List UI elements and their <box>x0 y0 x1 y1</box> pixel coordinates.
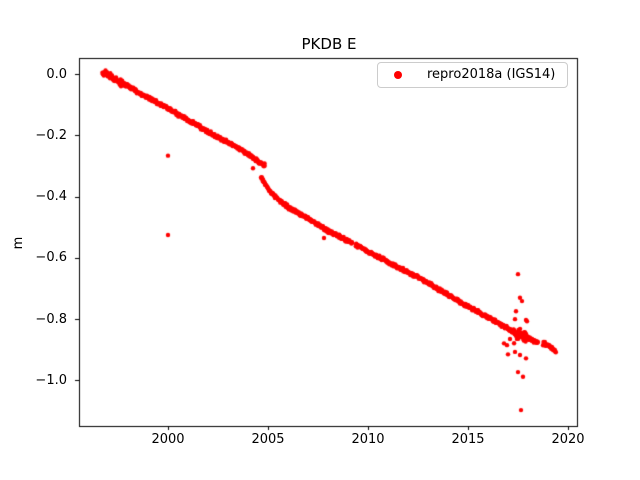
x-tick-label: 2010 <box>351 432 385 447</box>
chart-title: PKDB E <box>301 35 357 53</box>
y-tick-label: 0.0 <box>46 66 67 82</box>
x-tick-label: 2000 <box>151 432 185 447</box>
legend-marker-dot <box>394 71 402 79</box>
legend: repro2018a (IGS14) <box>377 62 568 88</box>
y-tick-label: −1.0 <box>35 372 67 388</box>
x-tick-label: 2015 <box>451 432 485 447</box>
y-tick-label: −0.8 <box>35 311 67 327</box>
y-tick-label: −0.4 <box>35 189 67 205</box>
y-tick-label: −0.6 <box>35 250 67 266</box>
y-tick-label: −0.2 <box>35 127 67 143</box>
x-tick-label: 2005 <box>251 432 285 447</box>
legend-label: repro2018a (IGS14) <box>427 67 556 82</box>
x-tick-label: 2020 <box>551 432 585 447</box>
